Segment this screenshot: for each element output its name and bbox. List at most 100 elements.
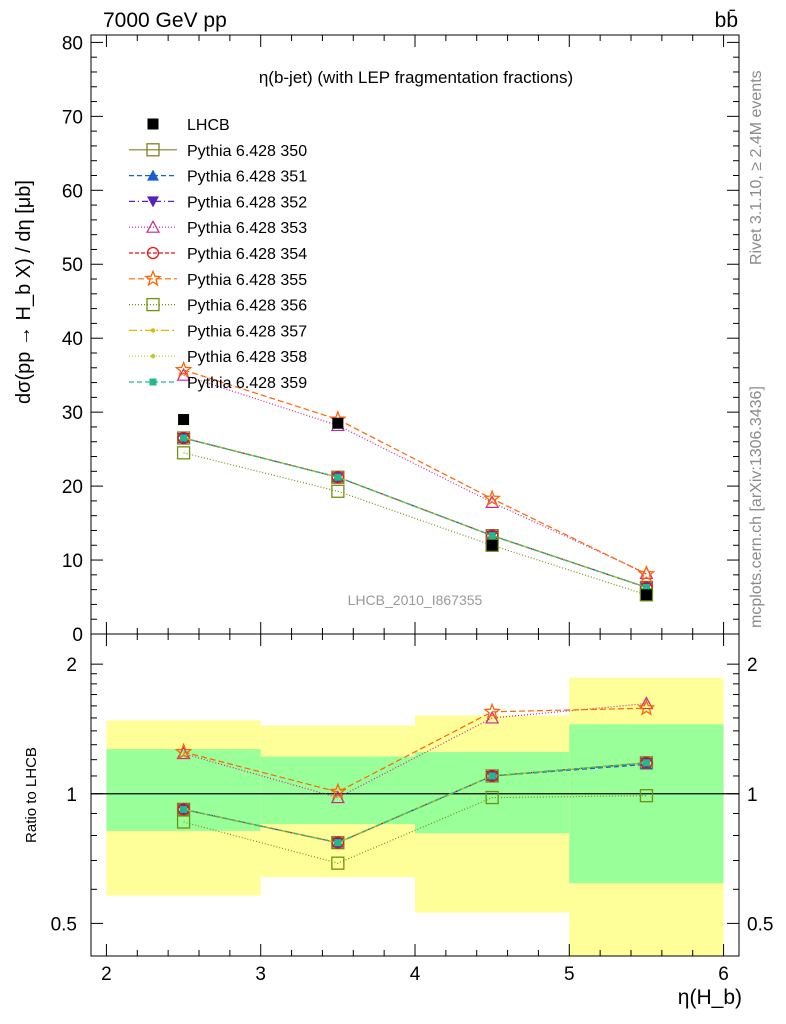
y-tick-label: 50: [62, 255, 83, 276]
legend-marker: [147, 169, 159, 181]
main-y-axis: 0 10 20 30 40 50 60 70 80: [62, 33, 739, 646]
ratio-y-tick-label-right: 2: [747, 655, 758, 676]
ratio-point: [180, 805, 188, 813]
ratio-point: [174, 742, 193, 760]
ratio-y-tick-label-right: 1: [747, 785, 758, 806]
series-point: [483, 489, 502, 507]
legend-entry: Pythia 6.428 359: [129, 375, 307, 392]
series-point: [334, 473, 342, 481]
y-tick-label: 0: [72, 625, 83, 646]
legend-entry: Pythia 6.428 351: [129, 169, 307, 186]
legend-entry: Pythia 6.428 358: [129, 349, 307, 366]
y-tick-label: 20: [62, 477, 83, 498]
series-line: [183, 437, 647, 588]
series-line: [183, 437, 647, 588]
ratio-point: [334, 839, 342, 847]
series-point: [639, 566, 654, 579]
ratio-y-tick-label: 2: [66, 655, 77, 676]
ratio-point: [488, 772, 496, 780]
legend-entry: Pythia 6.428 355: [129, 269, 307, 289]
process-label: bb̄: [715, 9, 738, 32]
ratio-line: [183, 707, 647, 793]
main-data-layer: [174, 360, 656, 602]
series-line: [183, 374, 647, 574]
legend-entry: Pythia 6.428 353: [129, 219, 307, 237]
legend-marker: [147, 196, 159, 208]
legend-entry: Pythia 6.428 350: [129, 143, 307, 160]
legend-entry: Pythia 6.428 356: [129, 298, 307, 315]
legend-marker: [150, 354, 156, 359]
rivet-version-text: Rivet 3.1.10, ≥ 2.4M events: [748, 70, 765, 265]
ratio-point: [483, 702, 502, 720]
x-tick-label: 5: [564, 964, 575, 985]
y-tick-label: 70: [62, 107, 83, 128]
legend: LHCB Pythia 6.428 350 Pythia 6.428 351 Pyth…: [129, 117, 307, 392]
series-pythia-6.428-352: [177, 433, 653, 594]
series-line: [183, 437, 647, 588]
data-point: [486, 539, 498, 551]
y-tick-label: 80: [62, 33, 83, 54]
series-line: [183, 437, 647, 588]
energy-label: 7000 GeV pp: [103, 9, 227, 32]
series-point: [485, 538, 499, 552]
ratio-point: [176, 815, 191, 829]
series-point: [177, 431, 190, 445]
legend-label: Pythia 6.428 354: [187, 246, 307, 263]
ratio-series-pythia-6.428-356: [176, 789, 654, 870]
series-pythia-6.428-354: [177, 431, 653, 594]
legend-marker: [144, 269, 162, 287]
legend-marker: [146, 143, 160, 157]
series-point: [180, 434, 188, 442]
legend-marker: [150, 328, 156, 333]
ratio-point: [639, 789, 654, 803]
legend-entry: Pythia 6.428 352: [129, 194, 307, 211]
series-point: [176, 446, 191, 460]
legend-marker: [146, 297, 160, 312]
series-line: [183, 437, 647, 588]
ratio-point: [328, 782, 347, 800]
ratio-point: [331, 856, 345, 870]
legend-marker: [149, 378, 157, 386]
y-tick-label: 30: [62, 403, 83, 424]
rivet-text-group: Rivet 3.1.10, ≥ 2.4M events: [748, 70, 765, 265]
ratio-point: [331, 836, 345, 849]
ratio-band-inner: [106, 749, 261, 831]
ratio-y-label: Ratio to LHCB: [23, 747, 40, 843]
legend-marker: [145, 219, 161, 233]
x-tick-label: 4: [410, 964, 421, 985]
legend-label: Pythia 6.428 352: [187, 194, 307, 211]
legend-label: LHCB: [187, 117, 230, 134]
ratio-line: [183, 762, 647, 844]
data-series-lhcb: [178, 414, 652, 601]
x-tick-label: 6: [718, 964, 729, 985]
series-line: [183, 452, 647, 596]
legend-label: Pythia 6.428 350: [187, 143, 307, 160]
ratio-axes: 0.5 0.5 1 1 2 2 2 3 4 5 6: [51, 634, 773, 985]
series-point: [331, 484, 345, 498]
ratio-band-inner: [415, 752, 570, 834]
ratio-y-tick-label-right: 0.5: [747, 914, 773, 935]
x-tick-label: 3: [255, 964, 266, 985]
ratio-series-pythia-6.428-359: [180, 759, 650, 847]
series-pythia-6.428-359: [180, 434, 650, 591]
legend-label: Pythia 6.428 356: [187, 298, 307, 315]
series-line: [183, 437, 647, 588]
series-point: [488, 532, 496, 540]
ratio-point: [639, 696, 654, 710]
legend-label: Pythia 6.428 359: [187, 375, 307, 392]
legend-marker: [146, 246, 160, 260]
ratio-data-layer: [91, 677, 739, 956]
data-point: [332, 417, 344, 429]
data-point: [178, 414, 190, 426]
x-tick-label: 2: [101, 964, 112, 985]
y-tick-label: 40: [62, 329, 83, 350]
ratio-band-inner: [569, 724, 724, 884]
series-point: [331, 471, 345, 484]
ratio-y-axis-title: Ratio to LHCB: [23, 747, 40, 843]
legend-entry: Pythia 6.428 357: [129, 323, 307, 340]
ratio-point: [177, 803, 190, 816]
main-plot: 0 10 20 30 40 50 60 70 80 η(b-jet) (with LEP fra…: [13, 33, 740, 646]
ratio-point: [642, 759, 650, 767]
legend-label: Pythia 6.428 353: [187, 220, 307, 237]
